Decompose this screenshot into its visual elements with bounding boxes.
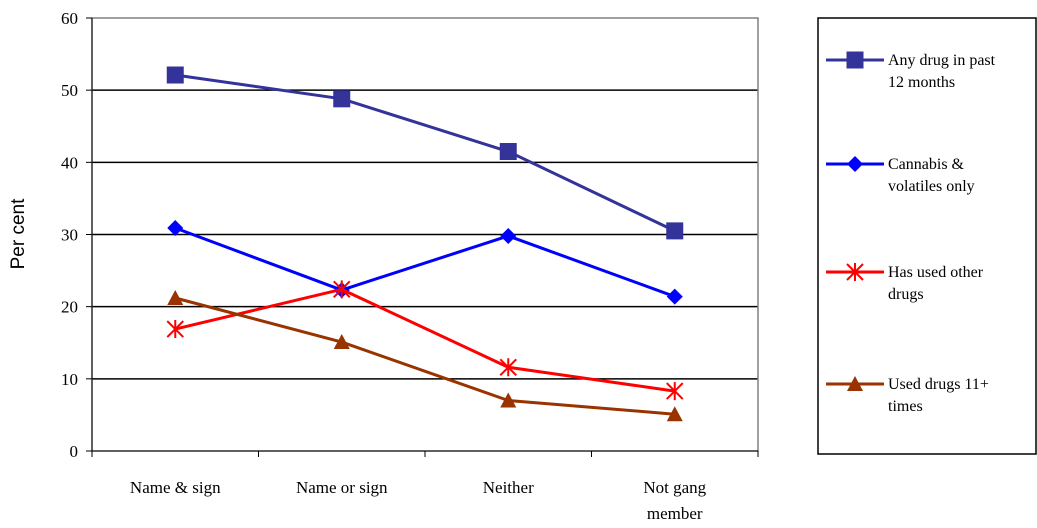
legend-marker: [847, 376, 863, 391]
legend-marker: [846, 263, 864, 281]
legend-item-any-drug-in-past-12-months: Any drug in past 12 months: [826, 51, 996, 91]
data-point-name-or-sign: [333, 280, 351, 299]
data-point-not-gang-member: [666, 382, 684, 401]
series-has-used-other-drugs: [166, 280, 684, 401]
data-point-name-sign: [166, 66, 184, 84]
legend-item-has-used-other-drugs: Has used other drugs: [826, 263, 984, 303]
data-point-not-gang-member: [666, 288, 683, 305]
y-tick-label: 50: [61, 81, 78, 100]
data-point-neither: [500, 227, 517, 244]
data-point-neither: [500, 392, 517, 408]
y-axis-label: Per cent: [8, 198, 29, 269]
x-tick-label-not-gang-member: Not gang member: [643, 478, 706, 523]
y-tick-label: 0: [70, 442, 79, 461]
series-group: [166, 66, 684, 422]
data-point-neither: [499, 143, 517, 161]
legend-label: Used drugs 11+ times: [888, 376, 989, 415]
legend-marker: [847, 156, 863, 172]
series-line: [174, 287, 675, 393]
legend-marker: [846, 51, 864, 69]
y-tick-label: 10: [61, 370, 78, 389]
y-tick-label: 40: [61, 153, 78, 172]
y-tick-label: 30: [61, 226, 78, 245]
data-point-not-gang-member: [666, 406, 683, 422]
y-tick-label: 20: [61, 298, 78, 317]
legend-item-used-drugs-11-times: Used drugs 11+ times: [826, 376, 989, 415]
series-line: [174, 226, 676, 298]
series-any-drug-in-past-12-months: [166, 66, 684, 240]
legend-label: Any drug in past 12 months: [888, 52, 996, 91]
x-tick-label-name-or-sign: Name or sign: [296, 478, 388, 497]
data-point-name-or-sign: [333, 90, 351, 108]
x-tick-label-neither: Neither: [483, 478, 534, 497]
y-tick-labels: 0 10 20 30 40 50 60: [61, 9, 92, 461]
data-point-name-sign: [167, 290, 184, 306]
series-used-drugs-11-times: [167, 290, 683, 422]
y-tick-label: 60: [61, 9, 78, 28]
legend-label: Has used other drugs: [888, 264, 984, 303]
legend: Any drug in past 12 months Cannabis & volat…: [826, 51, 996, 415]
series-line: [174, 296, 675, 416]
series-line: [175, 73, 676, 233]
legend-label: Cannabis & volatiles only: [888, 156, 975, 195]
legend-item-cannabis-volatiles-only: Cannabis & volatiles only: [826, 156, 975, 195]
data-point-neither: [499, 358, 517, 377]
data-point-name-sign: [166, 320, 184, 339]
data-point-name-or-sign: [333, 334, 350, 350]
data-point-name-sign: [167, 220, 184, 237]
data-point-not-gang-member: [666, 222, 684, 240]
series-cannabis-volatiles-only: [167, 220, 683, 305]
x-tick-label-name-sign: Name & sign: [130, 478, 221, 497]
x-tick-labels: Name & sign Name or sign Neither Not gang me…: [91, 451, 759, 523]
